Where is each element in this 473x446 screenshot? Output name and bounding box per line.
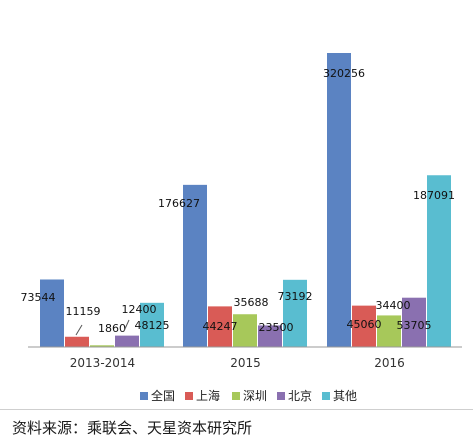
bar-全国-2015 <box>183 184 207 347</box>
x-tick-label-2015: 2015 <box>230 356 261 370</box>
data-label-上海-2013-2014: 11159 <box>66 305 101 318</box>
bar-全国-2016 <box>327 53 351 347</box>
data-label-深圳-2016: 34400 <box>376 299 411 312</box>
legend-swatch-其他 <box>322 392 330 400</box>
data-label-深圳-2013-2014: 1860 <box>98 322 126 335</box>
data-labels-layer: 73544 11159 1860 12400 48125 176627 44247 35688… <box>21 67 455 336</box>
bar-深圳-2013-2014 <box>90 345 114 347</box>
leader-line-shanghai <box>75 324 83 336</box>
bar-上海-2013-2014 <box>65 336 89 347</box>
legend-label-全国: 全国 <box>151 388 175 403</box>
bar-北京-2015 <box>258 325 282 347</box>
legend-swatch-深圳 <box>232 392 240 400</box>
bar-其他-2015 <box>283 279 307 347</box>
legend-label-其他: 其他 <box>333 389 357 403</box>
legend-swatch-上海 <box>185 392 193 400</box>
data-label-其他-2016: 187091 <box>413 189 455 202</box>
bar-其他-2016 <box>427 175 451 347</box>
bar-其他-2013-2014 <box>140 302 164 347</box>
data-label-上海-2016: 45060 <box>347 318 382 331</box>
legend-swatch-全国 <box>140 392 148 400</box>
data-label-其他-2013-2014: 48125 <box>135 319 170 332</box>
legend-label-深圳: 深圳 <box>243 389 267 403</box>
bars-layer <box>40 53 451 347</box>
data-label-全国-2015: 176627 <box>158 197 200 210</box>
legend-label-上海: 上海 <box>196 388 220 403</box>
legend-swatch-北京 <box>277 392 285 400</box>
data-label-其他-2015: 73192 <box>278 290 313 303</box>
x-axis-ticks: 2013-2014 2015 2016 <box>70 356 405 370</box>
bar-上海-2016 <box>352 305 376 347</box>
legend-label-北京: 北京 <box>288 389 312 403</box>
data-label-北京-2015: 23500 <box>259 321 294 334</box>
data-label-北京-2013-2014: 12400 <box>122 303 157 316</box>
bar-上海-2015 <box>208 306 232 347</box>
leader-line-beijing <box>123 319 130 332</box>
bar-深圳-2016 <box>377 315 401 347</box>
bar-北京-2016 <box>402 297 426 347</box>
data-label-上海-2015: 44247 <box>203 320 238 333</box>
x-tick-label-2013-2014: 2013-2014 <box>70 356 135 370</box>
legend: 全国 上海 深圳 北京 其他 <box>140 388 357 403</box>
bar-深圳-2015 <box>233 314 257 347</box>
bar-全国-2013-2014 <box>40 279 64 347</box>
bar-北京-2013-2014 <box>115 335 139 347</box>
source-note: 资料来源：乘联会、天星资本研究所 <box>12 419 253 437</box>
source-divider <box>0 409 473 410</box>
data-label-全国-2013-2014: 73544 <box>21 291 56 304</box>
data-label-北京-2016: 53705 <box>397 319 432 332</box>
data-label-深圳-2015: 35688 <box>234 296 269 309</box>
data-label-全国-2016: 320256 <box>323 67 365 80</box>
x-tick-label-2016: 2016 <box>374 356 405 370</box>
